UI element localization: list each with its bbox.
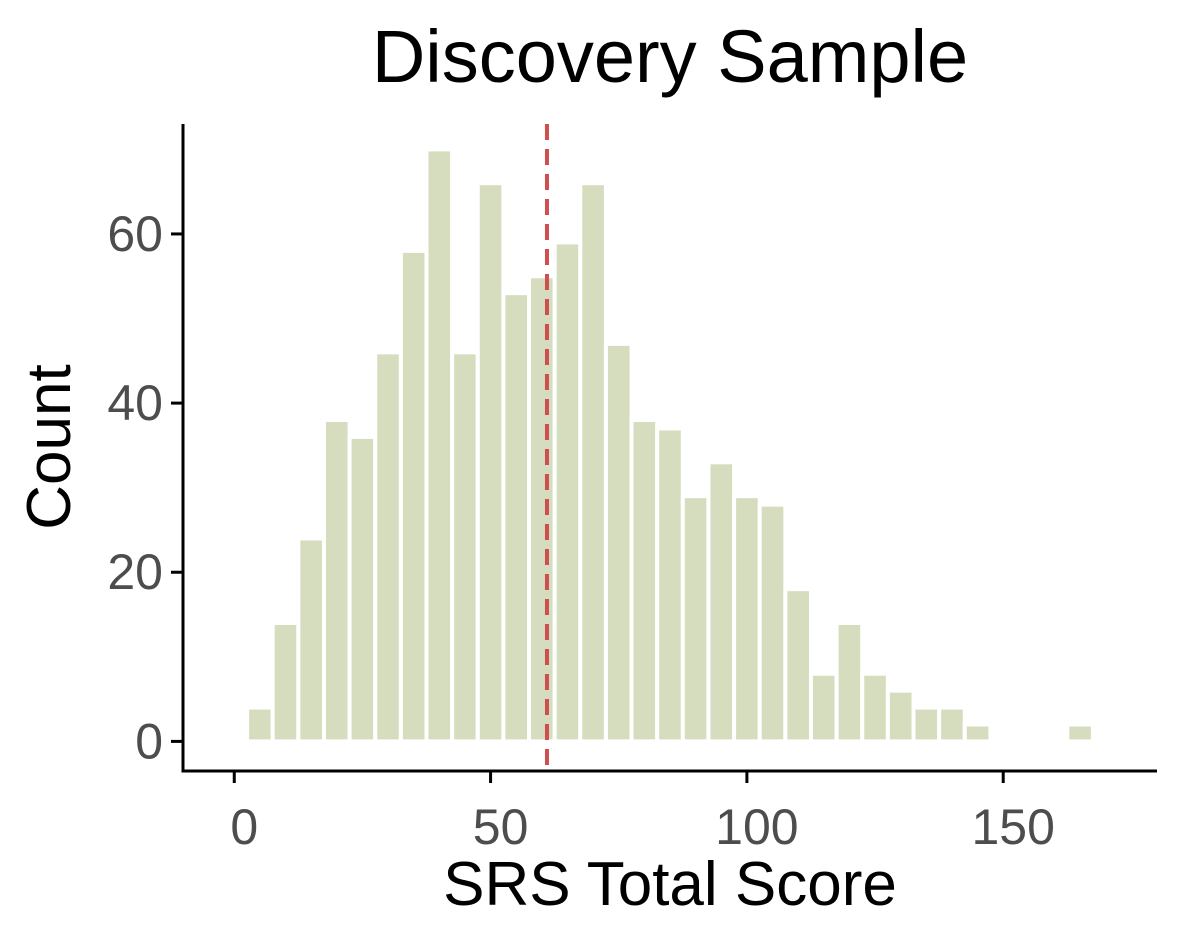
x-tick-label: 50 [473, 799, 529, 855]
histogram-bar [296, 536, 326, 744]
histogram-bar [527, 274, 557, 744]
x-tick-label: 100 [715, 799, 798, 855]
x-axis-title: SRS Total Score [443, 850, 897, 919]
histogram-bar [321, 418, 352, 744]
histogram-bar [475, 181, 506, 744]
histogram-bar [450, 350, 480, 744]
histogram-bar [398, 248, 429, 744]
histogram-bar [629, 418, 660, 744]
histogram-bar [424, 147, 455, 744]
y-axis-title: Count [15, 364, 84, 529]
histogram-bars [245, 147, 1095, 744]
y-tick-label: 40 [107, 375, 163, 431]
histogram-bar [706, 460, 737, 744]
histogram-bar [270, 620, 301, 744]
histogram-bar [937, 705, 967, 744]
histogram-bar [501, 291, 532, 744]
histogram-bar [834, 620, 865, 744]
y-tick-label: 20 [107, 544, 163, 600]
y-tick-label: 60 [107, 206, 163, 262]
y-axis-ticks: 0 20 40 60 [107, 206, 183, 769]
histogram-bar [732, 494, 762, 744]
histogram-bar [578, 181, 608, 744]
histogram-bar [552, 240, 583, 744]
histogram-bar [962, 722, 993, 744]
histogram-bar [655, 426, 685, 744]
histogram-bar [373, 350, 403, 744]
histogram-bar [245, 705, 275, 744]
histogram-bar [757, 502, 788, 744]
histogram-bar [860, 671, 890, 744]
x-tick-label: 150 [971, 799, 1054, 855]
histogram-bar [1065, 722, 1095, 744]
histogram-bar [783, 587, 813, 744]
histogram-bar [911, 705, 942, 744]
histogram-bar [603, 341, 634, 744]
chart-title: Discovery Sample [372, 15, 968, 98]
x-axis-ticks: 0 50 100 150 [230, 771, 1055, 855]
histogram-bar [808, 671, 839, 744]
histogram-bar [680, 494, 711, 744]
y-tick-label: 0 [135, 713, 163, 769]
histogram-bar [885, 688, 916, 744]
x-tick-label: 0 [230, 799, 258, 855]
histogram-bar [347, 434, 378, 744]
